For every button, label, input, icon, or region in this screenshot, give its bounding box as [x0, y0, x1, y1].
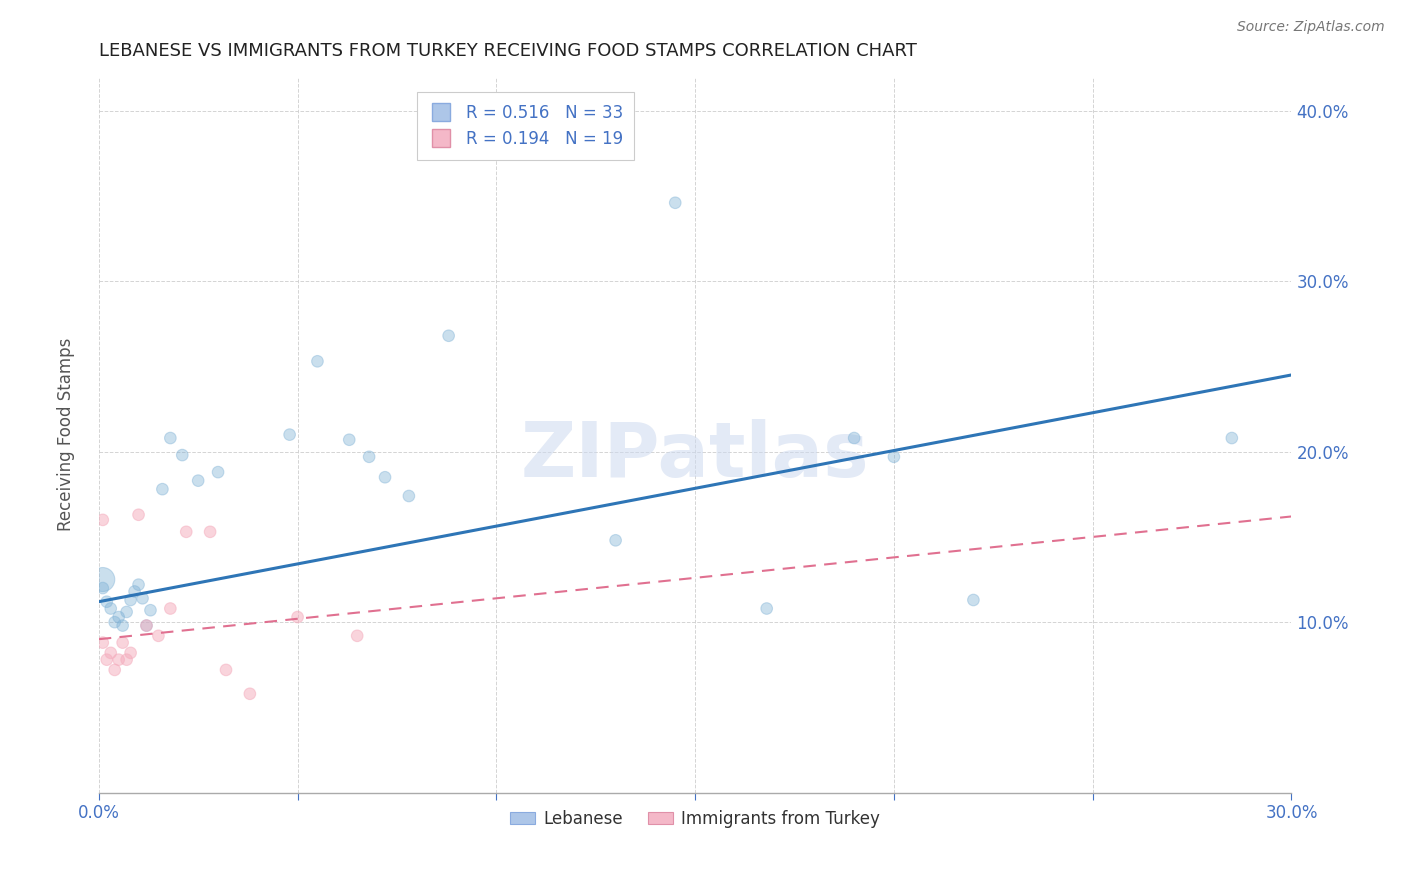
Point [107, 610, 129, 624]
Point [128, 577, 150, 591]
Point [128, 508, 150, 522]
Point [883, 450, 905, 464]
Point [287, 610, 309, 624]
Point [398, 489, 420, 503]
Point [91, 635, 114, 649]
Point [152, 482, 174, 496]
Point [755, 601, 778, 615]
Point [124, 584, 146, 599]
Point [111, 618, 134, 632]
Point [437, 328, 460, 343]
Text: LEBANESE VS IMMIGRANTS FROM TURKEY RECEIVING FOOD STAMPS CORRELATION CHART: LEBANESE VS IMMIGRANTS FROM TURKEY RECEI… [98, 42, 917, 60]
Point [239, 687, 262, 701]
Point [337, 433, 360, 447]
Point [605, 533, 627, 548]
Point [107, 653, 129, 667]
Point [374, 470, 396, 484]
Point [844, 431, 866, 445]
Point [120, 646, 142, 660]
Point [100, 646, 122, 660]
Point [139, 603, 162, 617]
Point [111, 635, 134, 649]
Point [115, 653, 138, 667]
Point [131, 591, 153, 606]
Point [91, 581, 114, 595]
Point [346, 629, 368, 643]
Point [96, 595, 118, 609]
Point [135, 618, 157, 632]
Point [100, 601, 122, 615]
Point [135, 618, 157, 632]
Point [148, 629, 170, 643]
Point [207, 465, 229, 479]
Point [159, 431, 181, 445]
Point [120, 593, 142, 607]
Point [96, 653, 118, 667]
Point [307, 354, 329, 368]
Point [359, 450, 381, 464]
Point [664, 195, 686, 210]
Text: Source: ZipAtlas.com: Source: ZipAtlas.com [1237, 20, 1385, 34]
Legend: Lebanese, Immigrants from Turkey: Lebanese, Immigrants from Turkey [503, 803, 887, 834]
Point [962, 593, 984, 607]
Point [172, 448, 194, 462]
Point [115, 605, 138, 619]
Point [159, 601, 181, 615]
Y-axis label: Receiving Food Stamps: Receiving Food Stamps [58, 338, 75, 532]
Point [1220, 431, 1243, 445]
Point [104, 615, 127, 629]
Point [278, 427, 301, 442]
Point [215, 663, 238, 677]
Point [104, 663, 127, 677]
Point [174, 524, 197, 539]
Point [91, 573, 114, 587]
Point [187, 474, 209, 488]
Point [91, 513, 114, 527]
Point [198, 524, 221, 539]
Text: ZIPatlas: ZIPatlas [520, 419, 869, 493]
